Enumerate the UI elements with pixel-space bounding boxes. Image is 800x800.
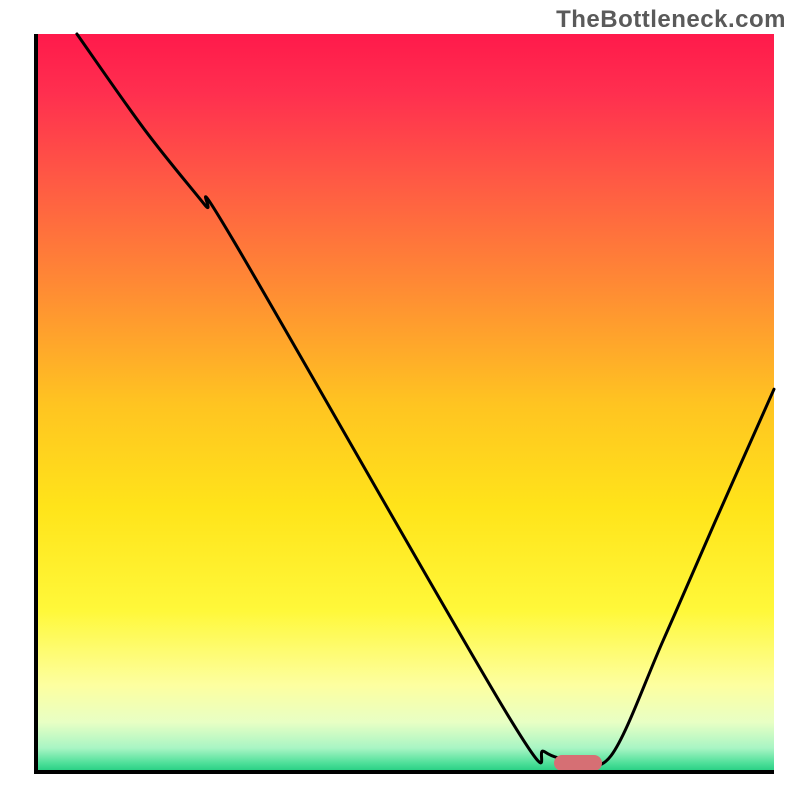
plot-area: [34, 34, 774, 774]
x-axis: [34, 770, 774, 774]
curve-line: [34, 34, 774, 774]
optimum-marker: [554, 755, 602, 771]
y-axis: [34, 34, 38, 774]
chart-container: TheBottleneck.com: [0, 0, 800, 800]
watermark-text: TheBottleneck.com: [556, 6, 786, 34]
